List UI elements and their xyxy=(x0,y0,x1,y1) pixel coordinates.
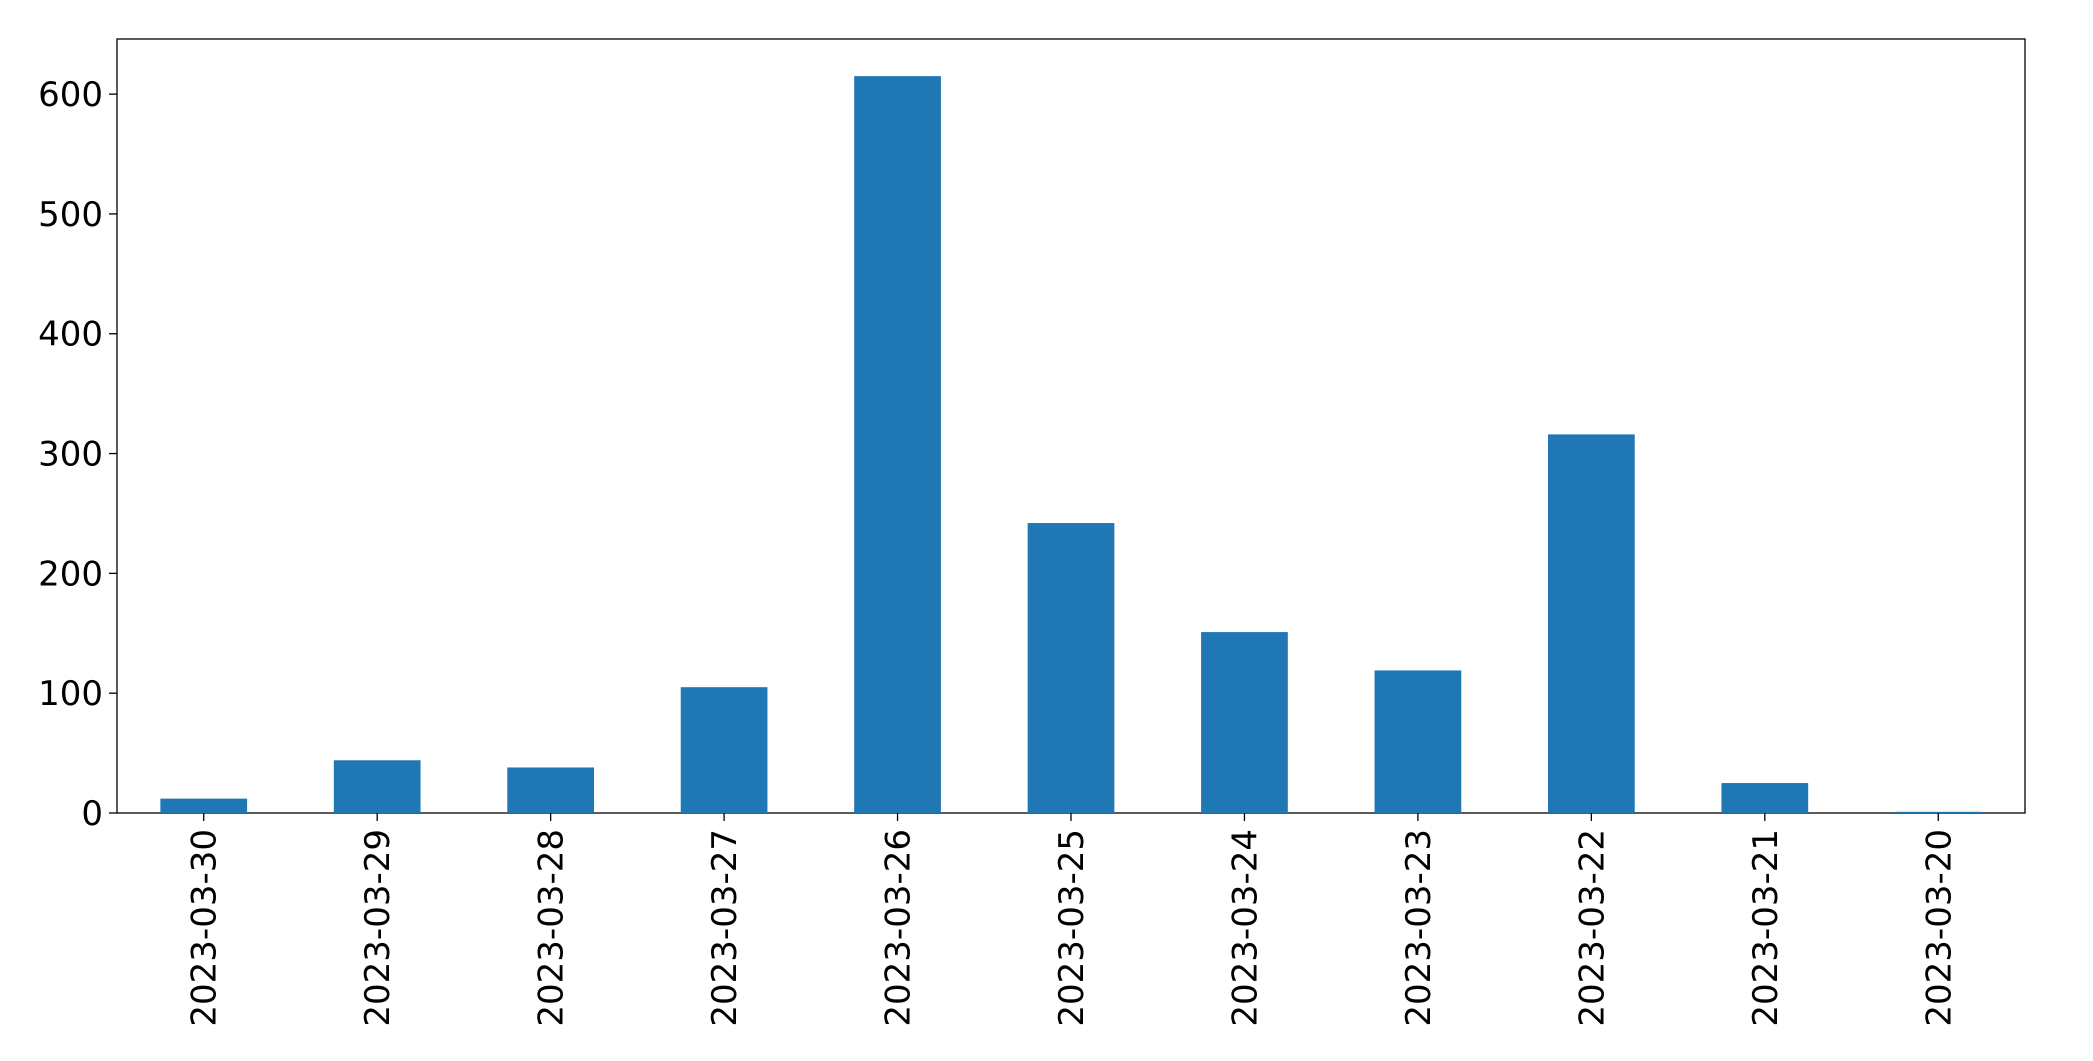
y-tick-label: 200 xyxy=(38,554,103,594)
y-tick-label: 300 xyxy=(38,435,103,475)
bar xyxy=(1894,811,1982,813)
bar xyxy=(160,798,248,813)
x-tick-label: 2023-03-30 xyxy=(185,829,225,1027)
x-tick-label: 2023-03-20 xyxy=(1919,829,1959,1027)
x-tick-label: 2023-03-27 xyxy=(705,829,745,1027)
bar xyxy=(1027,523,1115,813)
x-tick-label: 2023-03-24 xyxy=(1225,829,1265,1027)
x-tick-label: 2023-03-26 xyxy=(879,829,919,1027)
bar xyxy=(1201,632,1288,813)
y-tick-label: 400 xyxy=(38,315,103,355)
y-tick-label: 500 xyxy=(38,195,103,235)
x-tick-label: 2023-03-21 xyxy=(1746,829,1786,1027)
x-tick-label: 2023-03-25 xyxy=(1052,829,1092,1027)
y-tick-label: 600 xyxy=(38,75,103,115)
y-tick-label: 0 xyxy=(81,794,103,834)
bar xyxy=(680,687,768,813)
x-tick-label: 2023-03-22 xyxy=(1572,829,1612,1027)
bar xyxy=(1374,670,1462,813)
x-tick-label: 2023-03-23 xyxy=(1399,829,1439,1027)
bar xyxy=(854,76,941,814)
y-tick-label: 100 xyxy=(38,674,103,714)
bar xyxy=(507,767,594,813)
x-tick-label: 2023-03-28 xyxy=(532,829,572,1027)
x-tick-label: 2023-03-29 xyxy=(358,829,398,1027)
bar xyxy=(1548,434,1635,813)
bar xyxy=(1721,783,1809,813)
bar xyxy=(333,760,421,813)
